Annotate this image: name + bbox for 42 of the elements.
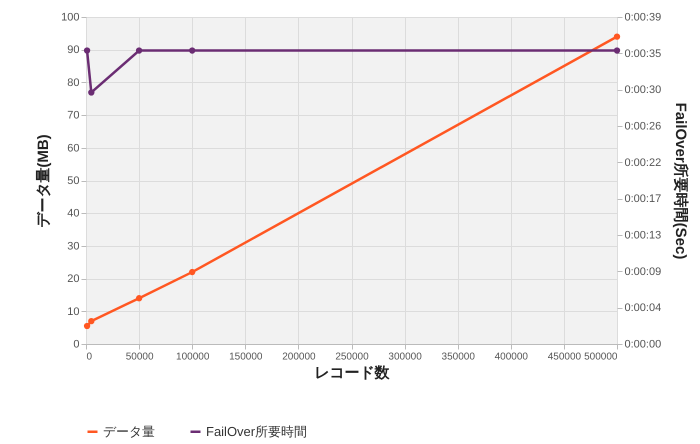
x-tick-label: 100000 xyxy=(176,352,210,362)
y2-tick-label: 0:00:30 xyxy=(624,84,662,96)
y2-tick-label: 0:00:35 xyxy=(624,48,662,60)
y-tick-label: 10 xyxy=(67,306,80,318)
x-tick-label: 50000 xyxy=(126,352,154,362)
legend-label: データ量 xyxy=(103,424,155,439)
y2-tick-label: 0:00:13 xyxy=(624,230,662,242)
y2-axis-title: FailOver所要時間(Sec) xyxy=(672,102,690,260)
y-tick-label: 80 xyxy=(67,76,80,89)
x-tick-label: 450000 xyxy=(548,352,582,362)
y-tick-label: 0 xyxy=(73,338,80,350)
y-tick-label: 40 xyxy=(67,208,80,220)
x-tick-label: 250000 xyxy=(335,352,370,362)
point xyxy=(136,295,142,302)
y-tick-label: 50 xyxy=(67,175,80,187)
y-tick-label: 90 xyxy=(67,44,80,56)
point xyxy=(614,33,620,40)
x-tick-label: 500000 xyxy=(584,352,618,362)
point xyxy=(88,318,94,324)
point xyxy=(84,322,90,330)
y2-tick-label: 0:00:17 xyxy=(624,193,662,206)
y2-tick-label: 0:00:26 xyxy=(624,120,662,132)
y-tick-label: 30 xyxy=(67,240,80,252)
y2-tick-label: 0:00:22 xyxy=(624,156,662,169)
x-tick-label: 0 xyxy=(86,352,92,362)
x-tick-label: 150000 xyxy=(229,352,263,362)
x-tick-label: 200000 xyxy=(282,352,316,362)
y2-tick-label: 0:00:09 xyxy=(624,266,662,278)
x-axis-title: レコード数 xyxy=(314,364,390,382)
y-tick-label: 100 xyxy=(61,12,80,24)
x-tick-label: 300000 xyxy=(388,352,422,362)
y2-tick-label: 0:00:04 xyxy=(624,302,662,314)
y-tick-label: 60 xyxy=(67,142,80,154)
y-tick-label: 20 xyxy=(67,273,80,286)
x-tick-label: 350000 xyxy=(442,352,476,362)
legend-label: FailOver所要時間 xyxy=(206,424,308,439)
x-tick-label: 400000 xyxy=(494,352,528,362)
point xyxy=(189,268,196,276)
y2-tick-label: 0:00:00 xyxy=(624,338,662,350)
y-tick-label: 70 xyxy=(67,110,80,122)
y-axis-title: データ量(MB) xyxy=(35,134,52,228)
y2-tick-label: 0:00:39 xyxy=(624,12,662,24)
